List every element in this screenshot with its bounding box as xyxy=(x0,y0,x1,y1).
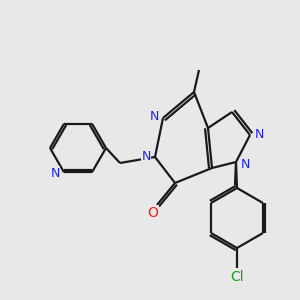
Text: O: O xyxy=(148,206,158,220)
Text: N: N xyxy=(254,128,264,142)
Text: N: N xyxy=(240,158,250,170)
Text: N: N xyxy=(149,110,159,124)
Text: Cl: Cl xyxy=(230,270,244,284)
Text: N: N xyxy=(141,151,151,164)
Text: N: N xyxy=(50,167,60,180)
